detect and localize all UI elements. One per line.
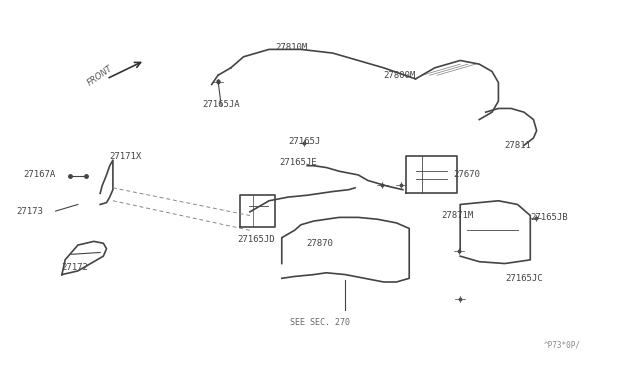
Text: 27670: 27670 <box>453 170 480 179</box>
Text: 27871M: 27871M <box>441 211 473 220</box>
Text: ^P73*0P/: ^P73*0P/ <box>543 340 580 349</box>
Text: 27800M: 27800M <box>383 71 416 80</box>
Text: 27173: 27173 <box>17 207 44 217</box>
Text: 27165JB: 27165JB <box>531 213 568 222</box>
Text: 27171X: 27171X <box>109 152 142 161</box>
Text: 27165J: 27165J <box>288 137 320 146</box>
Text: 27165JA: 27165JA <box>202 100 240 109</box>
Text: FRONT: FRONT <box>86 63 115 87</box>
Text: 27165JD: 27165JD <box>237 235 275 244</box>
Text: 27810M: 27810M <box>275 43 307 52</box>
Text: 27165JC: 27165JC <box>505 274 543 283</box>
Text: 27870: 27870 <box>307 239 333 248</box>
Text: SEE SEC. 270: SEE SEC. 270 <box>290 318 350 327</box>
Text: 27172: 27172 <box>61 263 88 272</box>
Text: 27165JE: 27165JE <box>279 157 317 167</box>
Text: 27167A: 27167A <box>24 170 56 179</box>
Text: 27811: 27811 <box>504 141 531 150</box>
